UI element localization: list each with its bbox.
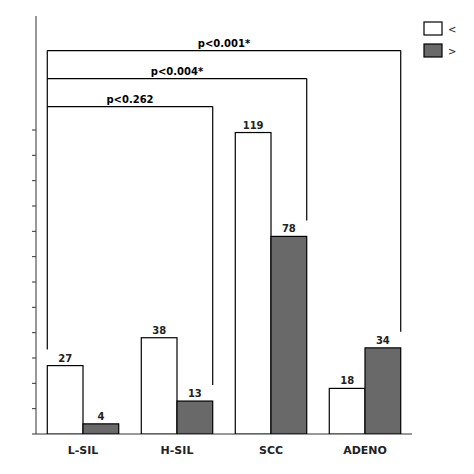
chart-svg: L-SIL H-SIL SCC ADENO 27 38 119 18 4 13 78 34 p<0.26… [0, 0, 474, 474]
significance-bracket [47, 107, 212, 386]
data-label: 78 [282, 223, 296, 234]
x-tick-label: SCC [259, 444, 283, 457]
significance-bracket [47, 79, 306, 221]
data-label: 4 [97, 411, 104, 422]
bracket-right [212, 107, 213, 386]
data-label: 18 [340, 375, 354, 386]
bracket-top [47, 78, 306, 79]
data-label: 34 [376, 335, 390, 346]
bracket-right [400, 51, 401, 332]
y-tick [32, 332, 36, 333]
bracket-top [47, 50, 400, 51]
y-tick [32, 358, 36, 359]
data-label: 119 [243, 120, 264, 131]
y-tick [32, 434, 36, 435]
bar [141, 338, 177, 434]
y-axis-line [36, 16, 37, 434]
bracket-left [47, 107, 48, 350]
y-tick [32, 307, 36, 308]
y-tick [32, 180, 36, 181]
annotation: p<0.262 [106, 94, 153, 105]
y-tick [32, 383, 36, 384]
legend: <> [424, 22, 456, 57]
bracket-left [47, 51, 48, 79]
bar [235, 133, 271, 434]
data-label: 38 [152, 325, 166, 336]
bracket-left [47, 79, 48, 107]
y-tick [32, 155, 36, 156]
y-tick [32, 256, 36, 257]
bar [47, 366, 83, 434]
bars [47, 133, 400, 434]
data-label: 27 [58, 353, 72, 364]
y-tick [32, 408, 36, 409]
annotation: p<0.001* [198, 38, 251, 49]
y-tick [32, 282, 36, 283]
bracket-top [47, 106, 212, 107]
chart-container: L-SIL H-SIL SCC ADENO 27 38 119 18 4 13 78 34 p<0.26… [0, 0, 474, 474]
legend-label: < [448, 24, 456, 35]
bar [271, 236, 307, 434]
data-label: 13 [188, 388, 202, 399]
bar [177, 401, 213, 434]
bracket-right [306, 79, 307, 221]
legend-label: > [448, 46, 456, 57]
legend-swatch [424, 22, 442, 35]
x-tick-label: L-SIL [68, 444, 99, 457]
x-tick-label: H-SIL [161, 444, 194, 457]
bar [329, 388, 365, 434]
y-tick [32, 130, 36, 131]
significance-bracket [47, 51, 400, 332]
y-tick [32, 231, 36, 232]
legend-swatch [424, 44, 442, 57]
bar [365, 348, 401, 434]
y-tick [32, 206, 36, 207]
bar [83, 424, 119, 434]
annotation: p<0.004* [151, 66, 204, 77]
x-tick-label: ADENO [343, 444, 387, 457]
